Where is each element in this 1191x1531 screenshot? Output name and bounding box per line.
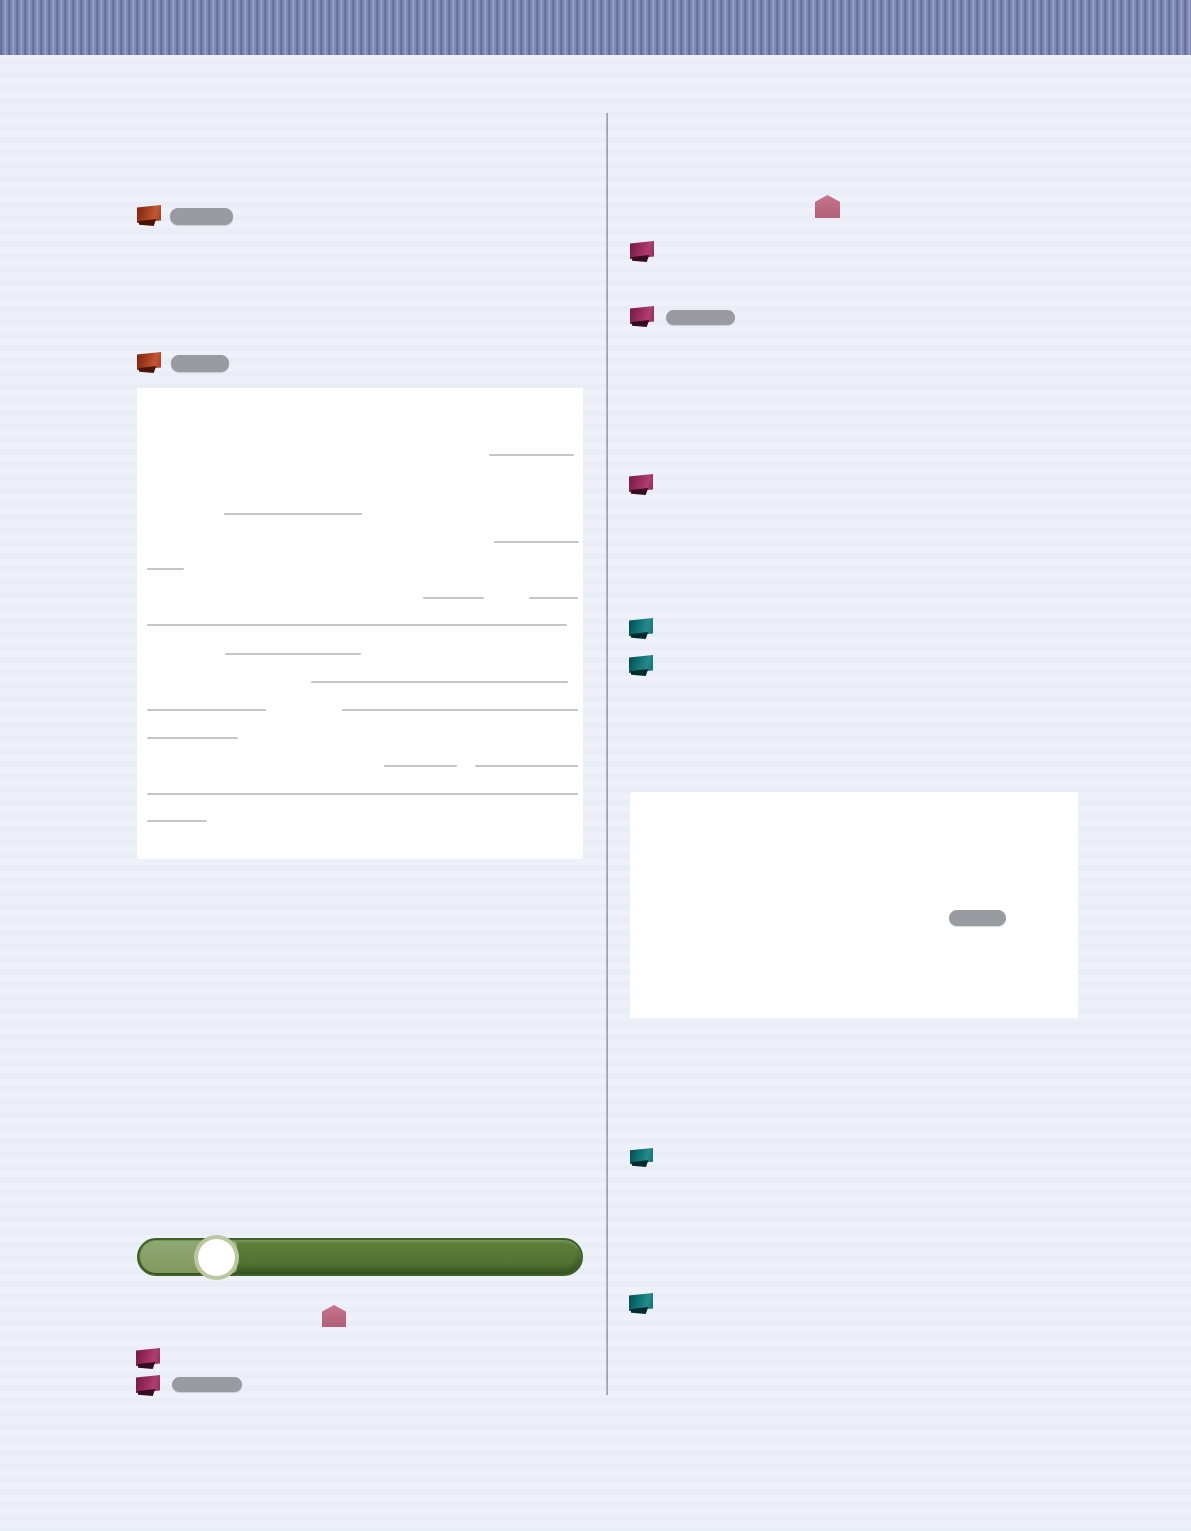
- section-label-bar: [171, 355, 229, 372]
- section-label-bar: [172, 1377, 242, 1392]
- label-bar-in-panel: [949, 910, 1006, 926]
- teal-ribbon-flag-icon: [630, 1148, 653, 1167]
- teal-ribbon-flag-icon: [629, 618, 653, 639]
- blank-answer-line: [147, 737, 238, 739]
- blank-answer-line: [147, 624, 567, 626]
- magenta-ribbon-flag-icon: [136, 1348, 160, 1369]
- column-divider: [606, 113, 608, 1395]
- striped-header-band: [0, 0, 1191, 55]
- magenta-ribbon-flag-icon: [630, 241, 654, 262]
- worksheet-panel: [137, 388, 583, 859]
- slider-knob[interactable]: [198, 1239, 235, 1276]
- blank-answer-line: [342, 709, 578, 711]
- blank-answer-line: [147, 820, 207, 822]
- blank-answer-line: [147, 709, 266, 711]
- blank-answer-line: [475, 765, 578, 767]
- pink-house-icon: [815, 195, 840, 218]
- section-label-bar: [666, 310, 735, 325]
- magenta-ribbon-flag-icon: [630, 306, 654, 327]
- blank-answer-line: [311, 681, 568, 683]
- blank-answer-line: [529, 597, 578, 599]
- blank-answer-line: [489, 454, 574, 456]
- magenta-ribbon-flag-icon: [629, 474, 653, 495]
- teal-ribbon-flag-icon: [629, 655, 653, 676]
- blank-answer-line: [224, 513, 362, 515]
- section-label-bar: [170, 208, 233, 225]
- blank-answer-line: [147, 793, 578, 795]
- blank-answer-line: [384, 765, 457, 767]
- blank-answer-line: [494, 541, 579, 543]
- content-panel: [630, 792, 1078, 1018]
- pink-house-icon: [322, 1305, 346, 1327]
- blank-answer-line: [147, 568, 184, 570]
- red-ribbon-flag-icon: [137, 352, 161, 373]
- magenta-ribbon-flag-icon: [136, 1375, 160, 1396]
- blank-answer-line: [423, 597, 484, 599]
- teal-ribbon-flag-icon: [629, 1293, 653, 1314]
- blank-answer-line: [225, 653, 361, 655]
- red-ribbon-flag-icon: [137, 205, 161, 226]
